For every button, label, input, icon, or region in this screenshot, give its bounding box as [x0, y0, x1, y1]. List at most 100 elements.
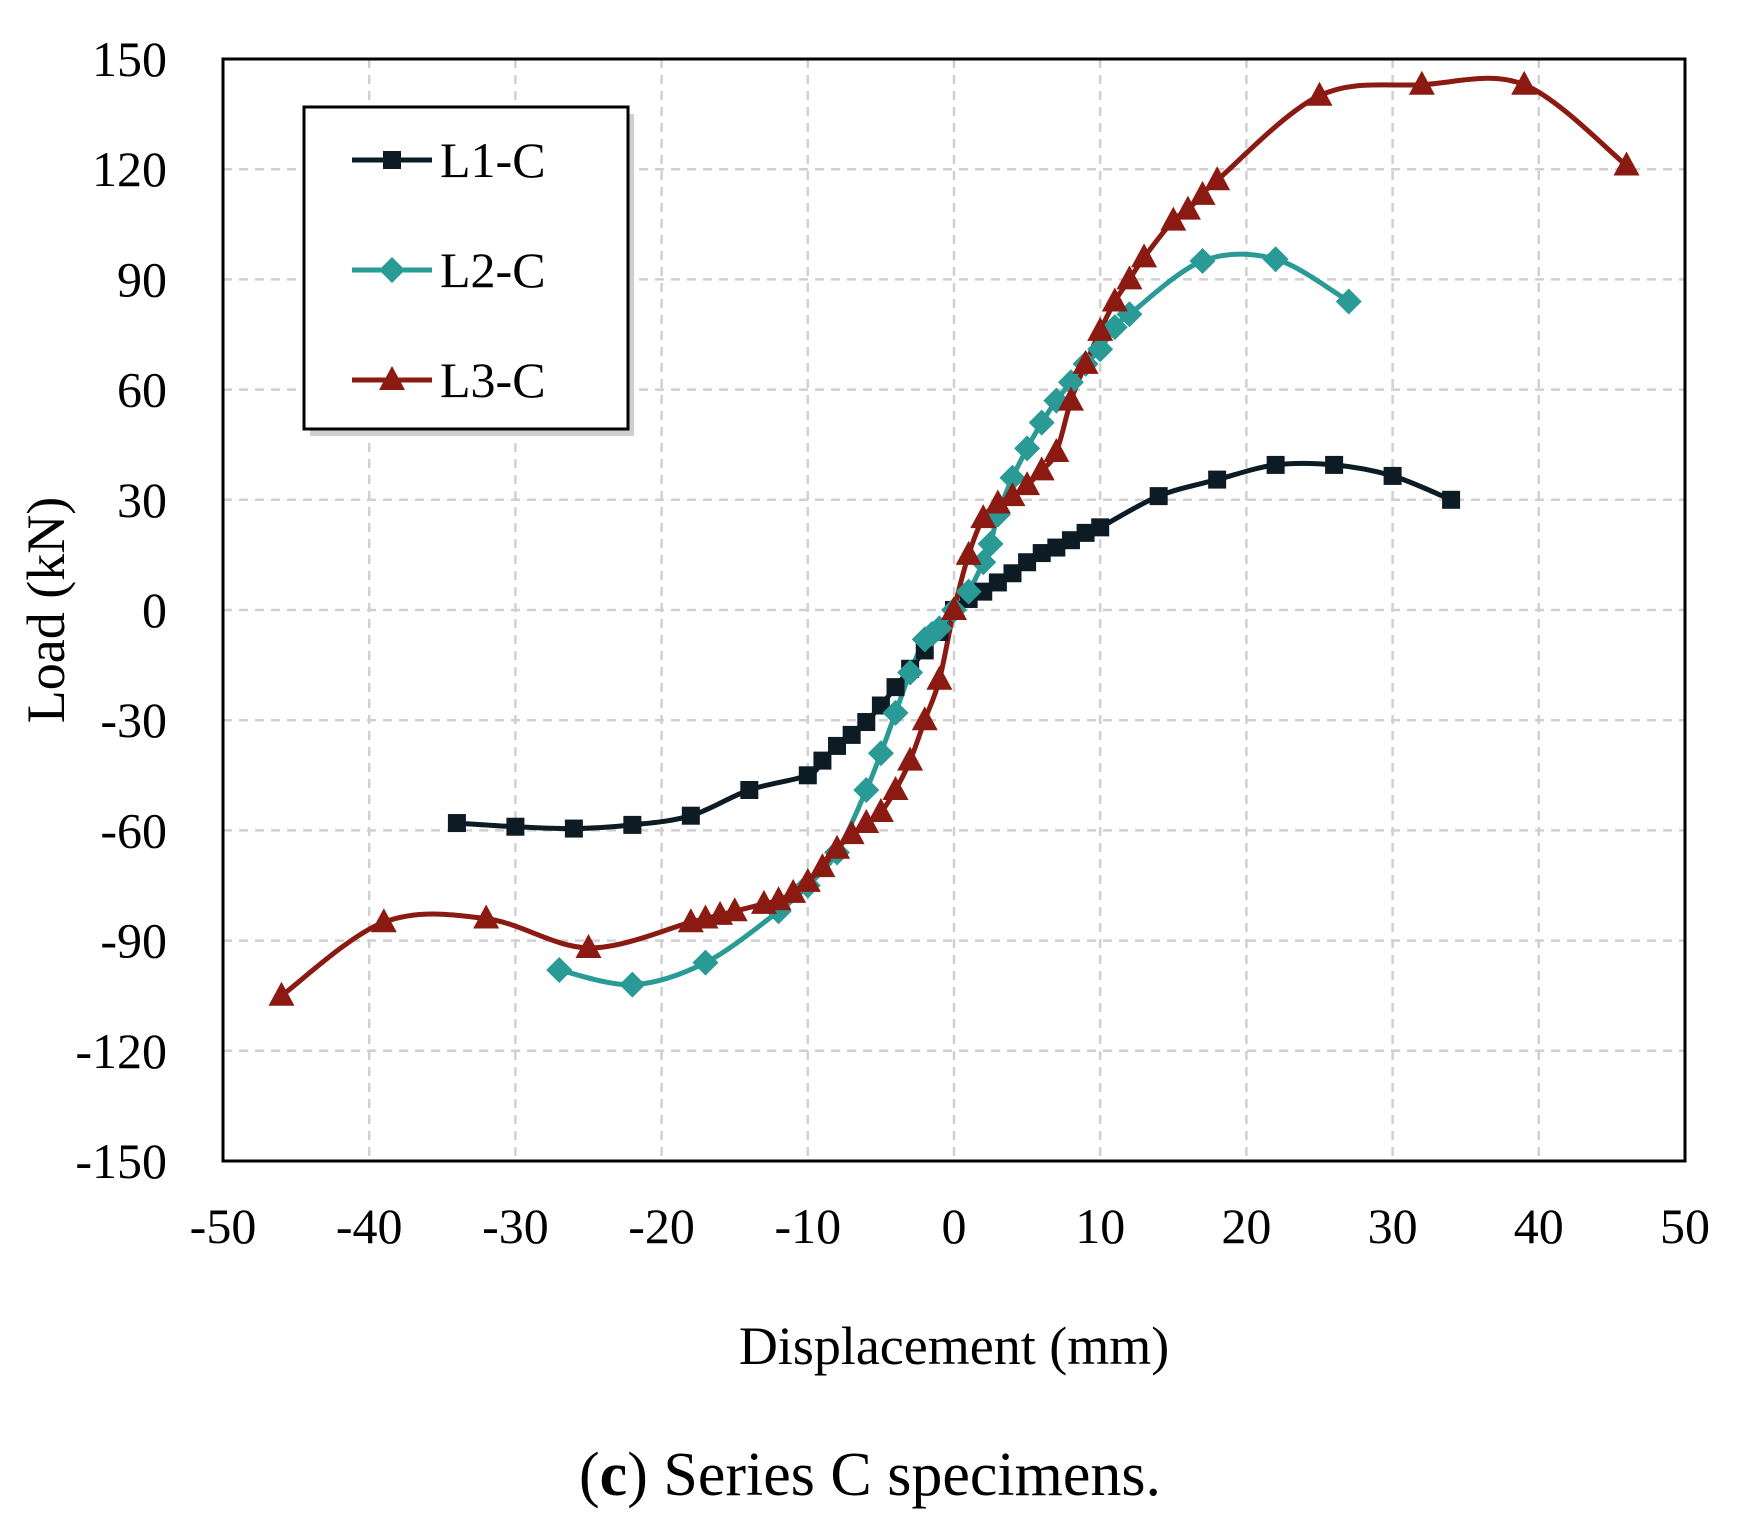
- data-point-l3-c: [1511, 70, 1538, 95]
- series-points-l2-c: [546, 246, 1362, 998]
- data-point-l3-c: [1072, 349, 1099, 374]
- data-point-l2-c: [955, 578, 982, 605]
- data-point-l2-c: [999, 464, 1026, 491]
- data-point-l3-c: [867, 798, 894, 823]
- x-tick-label: 10: [1075, 1198, 1125, 1254]
- y-tick-label: 30: [117, 472, 167, 528]
- caption-label: c: [600, 1441, 628, 1509]
- data-point-l3-c: [1174, 195, 1201, 220]
- y-tick-label: -150: [75, 1133, 167, 1189]
- data-point-l3-c: [1087, 316, 1114, 341]
- x-tick-label: 50: [1660, 1198, 1710, 1254]
- data-point-l3-c: [824, 834, 851, 859]
- data-point-l3-c: [999, 482, 1026, 507]
- y-tick-label: 120: [92, 141, 167, 197]
- data-point-l1-c: [623, 815, 642, 834]
- series-line-l1-c: [454, 460, 1454, 832]
- data-point-l2-c: [897, 659, 924, 686]
- data-point-l1-c: [681, 806, 700, 825]
- data-point-l3-c: [721, 897, 748, 922]
- data-point-l2-c: [1014, 435, 1041, 462]
- data-point-l3-c: [853, 809, 880, 834]
- data-point-l1-c: [1018, 553, 1037, 572]
- data-point-l3-c: [780, 878, 807, 903]
- data-point-l2-c: [546, 956, 573, 983]
- data-point-l1-c: [828, 736, 847, 755]
- data-point-l3-c: [268, 981, 295, 1006]
- data-point-l3-c: [897, 746, 924, 771]
- legend-item-l1-c: L1-C: [352, 132, 546, 188]
- legend-label: L3-C: [440, 352, 546, 408]
- y-tick-label: 60: [117, 362, 167, 418]
- x-tick-label: 30: [1368, 1198, 1418, 1254]
- data-point-l2-c: [1057, 369, 1084, 396]
- data-point-l2-c: [882, 699, 909, 726]
- data-point-l3-c: [882, 775, 909, 800]
- data-point-l3-c: [1306, 81, 1333, 106]
- data-point-l3-c: [1028, 456, 1055, 481]
- data-point-l1-c: [1325, 455, 1344, 474]
- data-point-l2-c: [1262, 246, 1289, 273]
- legend-item-l2-c: L2-C: [352, 242, 546, 298]
- legend-label: L2-C: [440, 242, 546, 298]
- data-point-l1-c: [447, 814, 466, 833]
- data-point-l2-c: [1028, 409, 1055, 436]
- data-point-l2-c: [692, 949, 719, 976]
- series-markers: [268, 70, 1640, 1006]
- x-tick-label: -40: [336, 1198, 403, 1254]
- data-point-l3-c: [1057, 386, 1084, 411]
- data-point-l1-c: [1208, 470, 1227, 489]
- data-point-l3-c: [1043, 438, 1070, 463]
- data-point-l3-c: [1408, 70, 1435, 95]
- y-tick-label: -30: [100, 692, 167, 748]
- data-point-l3-c: [984, 489, 1011, 514]
- plot-frame: [221, 57, 1687, 1163]
- data-point-l2-c: [1087, 336, 1114, 363]
- legend-item-l3-c: L3-C: [352, 352, 546, 408]
- y-tick-label: -120: [75, 1023, 167, 1079]
- data-point-l1-c: [857, 713, 876, 732]
- x-tick-label: -50: [190, 1198, 257, 1254]
- data-point-l1-c: [740, 780, 759, 799]
- y-tick-label: 150: [92, 31, 167, 87]
- data-point-l3-c: [970, 504, 997, 529]
- data-point-l2-c: [853, 776, 880, 803]
- data-point-l1-c: [886, 678, 905, 697]
- x-tick-labels: -50 -40 -30 -20 -10 0 10 20 30 40 50: [190, 1198, 1710, 1254]
- data-point-l3-c: [1116, 265, 1143, 290]
- y-tick-label: 90: [117, 251, 167, 307]
- data-point-l3-c: [1613, 151, 1640, 176]
- data-point-l2-c: [977, 530, 1004, 557]
- data-point-l2-c: [619, 971, 646, 998]
- data-point-l1-c: [1383, 466, 1402, 485]
- data-point-l2-c: [1335, 288, 1362, 315]
- data-point-l1-c: [1091, 518, 1110, 537]
- data-point-l3-c: [473, 904, 500, 929]
- y-tick-label: 0: [142, 582, 167, 638]
- x-tick-label: -20: [628, 1198, 695, 1254]
- data-point-l1-c: [974, 582, 993, 601]
- data-point-l1-c: [798, 766, 817, 785]
- data-point-l1-c: [506, 817, 525, 836]
- data-point-l3-c: [575, 933, 602, 958]
- series-points-l3-c: [268, 70, 1640, 1006]
- data-point-l3-c: [1014, 471, 1041, 496]
- data-point-l3-c: [765, 886, 792, 911]
- legend-swatch-marker: [379, 257, 405, 283]
- y-tick-label: -60: [100, 802, 167, 858]
- data-point-l3-c: [794, 867, 821, 892]
- data-point-l1-c: [1003, 564, 1022, 583]
- data-point-l2-c: [867, 740, 894, 767]
- data-point-l3-c: [1101, 287, 1128, 312]
- x-tick-label: 40: [1514, 1198, 1564, 1254]
- x-tick-label: -30: [482, 1198, 549, 1254]
- data-point-l3-c: [838, 820, 865, 845]
- legend-label: L1-C: [440, 132, 546, 188]
- data-point-l3-c: [1160, 206, 1187, 231]
- data-point-l1-c: [1076, 523, 1095, 542]
- legend-swatch-marker: [383, 151, 401, 169]
- y-axis-title: Load (kN): [16, 497, 76, 723]
- data-point-l3-c: [926, 665, 953, 690]
- data-point-l1-c: [988, 573, 1007, 592]
